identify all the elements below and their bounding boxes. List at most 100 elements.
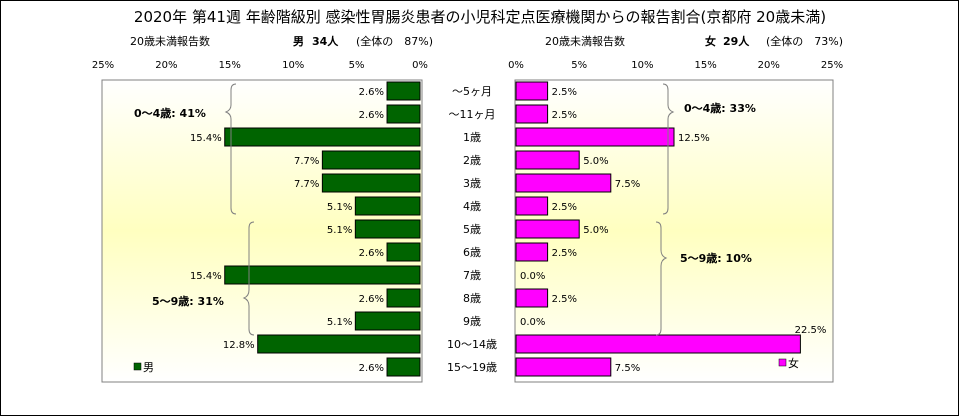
male-bar-label: 2.6% (359, 363, 384, 374)
male-tick-label: 5% (349, 60, 365, 71)
male-bar-label: 5.1% (327, 317, 352, 328)
category-label: 6歳 (463, 246, 481, 259)
male-bar-label: 15.4% (190, 133, 222, 144)
male-axis-ticks: 25% 20% 15% 10% 5% 0% (92, 60, 428, 71)
female-bar-label: 5.0% (583, 156, 608, 167)
category-label: 3歳 (463, 177, 481, 190)
male-bar-label: 7.7% (294, 179, 319, 190)
category-labels: ～5ヶ月 ～11ヶ月 1歳 2歳 3歳 4歳 5歳 6歳 7歳 8歳 9歳 10～14歳 15～19歳 (447, 85, 497, 374)
male-bar-label: 5.1% (327, 202, 352, 213)
female-bar (515, 288, 549, 308)
male-bar-label: 2.6% (359, 87, 384, 98)
female-bar-label: 12.5% (678, 133, 710, 144)
category-label: 9歳 (463, 315, 481, 328)
female-tick-label: 5% (571, 60, 587, 71)
male-bar-label: 2.6% (359, 110, 384, 121)
legend-male-swatch (133, 362, 142, 371)
female-group-0-4-label: 0～4歳: 33% (684, 101, 756, 115)
female-bar (515, 173, 612, 193)
female-bracket-0-4 (662, 83, 675, 215)
female-axis-ticks: 0% 5% 10% 15% 20% 25% (508, 60, 843, 71)
male-tick-label: 0% (412, 60, 428, 71)
category-label: 5歳 (463, 223, 481, 236)
male-bar-label: 15.4% (190, 271, 222, 282)
chart-title: 2020年 第41週 年齢階級別 感染性胃腸炎患者の小児科定点医療機関からの報告… (134, 8, 826, 26)
male-header-sub: 20歳未満報告数 (130, 35, 210, 48)
female-bar (515, 219, 580, 239)
category-label: 1歳 (463, 131, 481, 144)
female-bar-label: 2.5% (552, 87, 577, 98)
female-tick-label: 15% (694, 60, 716, 71)
male-tick-label: 10% (282, 60, 304, 71)
male-bar (321, 150, 421, 170)
category-label: 4歳 (463, 200, 481, 213)
male-bar (386, 242, 421, 262)
male-header-label: 男 (293, 35, 304, 48)
category-label: 7歳 (463, 269, 481, 282)
male-bar (386, 104, 421, 124)
male-bar (386, 288, 421, 308)
female-bar (515, 127, 675, 147)
female-bar-label: 5.0% (583, 225, 608, 236)
category-label: 10～14歳 (447, 338, 497, 351)
female-tick-label: 10% (631, 60, 653, 71)
female-bar-label: 2.5% (552, 110, 577, 121)
female-header-sub: 20歳未満報告数 (545, 35, 625, 48)
male-header-count: 34人 (312, 34, 339, 48)
female-bar-label: 2.5% (552, 294, 577, 305)
category-label: 8歳 (463, 292, 481, 305)
female-bar (515, 242, 549, 262)
male-group-5-9-label: 5～9歳: 31% (152, 294, 224, 308)
male-bar (257, 334, 421, 354)
legend-female-label: 女 (788, 356, 799, 370)
male-header-share: (全体の 87%) (356, 34, 433, 48)
female-bar (515, 104, 549, 124)
male-bar-label: 2.6% (359, 294, 384, 305)
female-bar-label: 0.0% (520, 317, 545, 328)
category-label: 15～19歳 (447, 361, 497, 374)
female-group-5-9-label: 5～9歳: 10% (680, 251, 752, 265)
male-bar (224, 265, 421, 285)
category-label: 2歳 (463, 154, 481, 167)
female-tick-label: 25% (821, 60, 843, 71)
male-tick-label: 25% (92, 60, 114, 71)
female-bar-label: 7.5% (615, 179, 640, 190)
female-bracket-5-9 (655, 221, 668, 336)
female-bar-label: 2.5% (552, 248, 577, 259)
female-header-count: 29人 (723, 34, 750, 48)
female-bar-label: 0.0% (520, 271, 545, 282)
male-bars: 2.6% 2.6% 15.4% 7.7% 7.7% 5.1% 5.1% 2.6% 15.4% 2.… (190, 81, 421, 377)
male-bar-label: 12.8% (223, 340, 255, 351)
female-bar (515, 357, 612, 377)
male-bar (354, 196, 421, 216)
female-bar-label: 2.5% (552, 202, 577, 213)
male-tick-label: 20% (155, 60, 177, 71)
female-header-share: (全体の 73%) (766, 34, 843, 48)
male-bar (386, 357, 421, 377)
male-bar-label: 7.7% (294, 156, 319, 167)
female-bars: 2.5% 2.5% 12.5% 5.0% 7.5% 2.5% 5.0% 2.5% 0.0% 2.5… (515, 81, 826, 377)
female-bar (515, 81, 549, 101)
male-bar (354, 219, 421, 239)
female-tick-label: 20% (758, 60, 780, 71)
male-bar (321, 173, 421, 193)
female-bar (515, 334, 801, 354)
male-bar (354, 311, 421, 331)
category-label: ～11ヶ月 (449, 108, 496, 121)
male-bar-label: 2.6% (359, 248, 384, 259)
male-bracket-0-4 (224, 83, 237, 215)
female-tick-label: 0% (508, 60, 524, 71)
group-brackets (224, 83, 675, 336)
legend-female-swatch (778, 358, 787, 367)
female-bar (515, 196, 549, 216)
male-bar (224, 127, 421, 147)
female-header-label: 女 (705, 34, 716, 48)
male-bar (386, 81, 421, 101)
legend-male-label: 男 (143, 361, 154, 374)
male-bar-label: 5.1% (327, 225, 352, 236)
male-bracket-5-9 (242, 221, 255, 336)
male-tick-label: 15% (219, 60, 241, 71)
category-label: ～5ヶ月 (452, 85, 492, 98)
